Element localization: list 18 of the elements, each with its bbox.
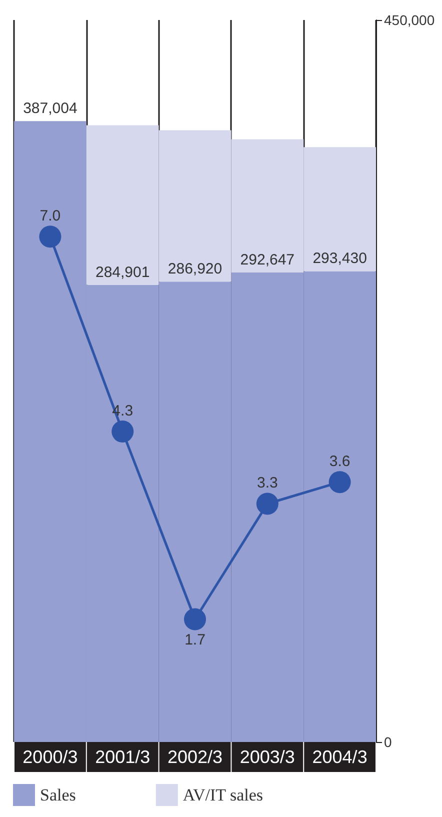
data-label: 292,647	[240, 251, 295, 268]
data-label: 293,430	[312, 250, 367, 268]
x-tick-label: 2001/3	[95, 747, 150, 767]
x-tick-label: 2004/3	[312, 747, 368, 767]
x-tick-label: 2000/3	[22, 747, 78, 767]
data-label: 286,920	[168, 260, 222, 278]
legend-label: Sales	[40, 786, 76, 804]
y-tick-label: 450,000	[384, 12, 435, 28]
data-label: 284,901	[95, 264, 150, 281]
x-tick-label: 2002/3	[167, 747, 223, 767]
data-label: 3.6	[329, 453, 350, 470]
data-label: 387,004	[23, 100, 78, 118]
x-tick-label: 2003/3	[240, 747, 295, 767]
legend-label: AV/IT sales	[182, 786, 264, 804]
data-label: 1.7	[184, 631, 206, 648]
y-tick-label: 0	[384, 734, 392, 750]
data-label: 3.3	[256, 474, 278, 492]
data-label: 7.0	[40, 208, 61, 225]
